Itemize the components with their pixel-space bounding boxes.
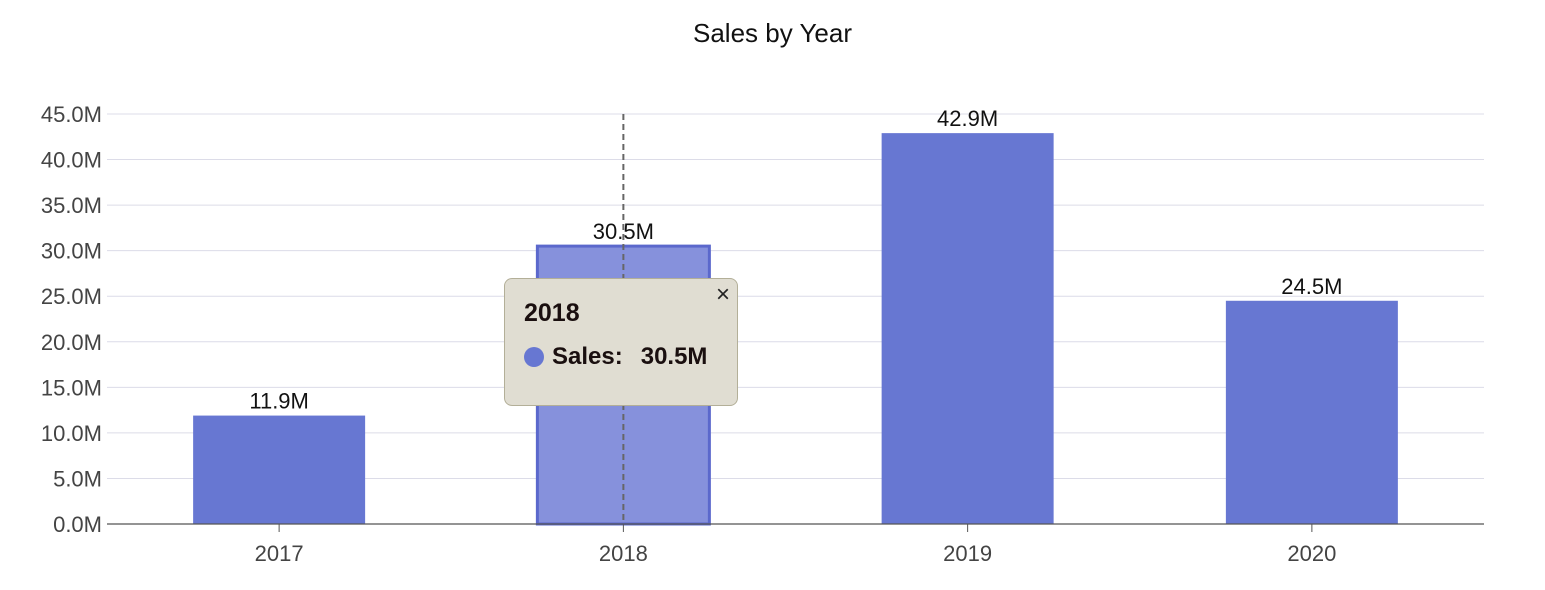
- y-tick-label: 15.0M: [41, 375, 102, 400]
- bar-2019: [881, 133, 1054, 524]
- data-label: 24.5M: [1281, 274, 1342, 299]
- tooltip-title: 2018: [524, 299, 580, 327]
- y-tick-label: 45.0M: [41, 102, 102, 127]
- tooltip: × 2018 Sales: 30.5M: [504, 278, 738, 406]
- y-tick-label: 30.0M: [41, 239, 102, 264]
- x-tick-label: 2017: [255, 541, 304, 566]
- y-tick-label: 40.0M: [41, 148, 102, 173]
- x-tick-label: 2019: [943, 541, 992, 566]
- y-tick-label: 5.0M: [53, 466, 102, 491]
- y-tick-label: 10.0M: [41, 421, 102, 446]
- y-tick-label: 0.0M: [53, 512, 102, 537]
- x-tick-label: 2018: [599, 541, 648, 566]
- data-label: 11.9M: [249, 389, 309, 414]
- bar-2020: [1225, 300, 1398, 524]
- x-tick-label: 2020: [1287, 541, 1336, 566]
- data-label: 42.9M: [937, 106, 998, 131]
- y-tick-label: 20.0M: [41, 330, 102, 355]
- tooltip-row: Sales: 30.5M: [524, 343, 707, 371]
- bar-2017: [193, 415, 366, 524]
- data-label: 30.5M: [593, 219, 654, 244]
- series-color-dot-icon: [524, 347, 544, 367]
- close-icon[interactable]: ×: [715, 281, 730, 308]
- tooltip-series-label: Sales:: [552, 343, 623, 370]
- y-tick-label: 35.0M: [41, 193, 102, 218]
- y-tick-label: 25.0M: [41, 284, 102, 309]
- chart-title: Sales by Year: [692, 18, 852, 48]
- tooltip-value: 30.5M: [640, 343, 708, 370]
